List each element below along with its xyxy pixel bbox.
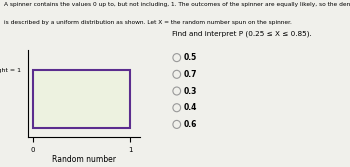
Text: A spinner contains the values 0 up to, but not including, 1. The outcomes of the: A spinner contains the values 0 up to, b… [4,2,350,7]
Text: is described by a uniform distribution as shown. Let X = the random number spun : is described by a uniform distribution a… [4,20,291,25]
Text: 0.6: 0.6 [184,120,197,129]
Text: Height = 1: Height = 1 [0,68,21,73]
Bar [33,70,130,128]
Text: Find and interpret P (0.25 ≤ X ≤ 0.85).: Find and interpret P (0.25 ≤ X ≤ 0.85). [172,30,311,37]
Text: 0.3: 0.3 [184,87,197,96]
X-axis label: Random number: Random number [52,155,116,164]
Text: 0.7: 0.7 [184,70,197,79]
Text: 0.5: 0.5 [184,53,197,62]
Text: 0.4: 0.4 [184,103,197,112]
